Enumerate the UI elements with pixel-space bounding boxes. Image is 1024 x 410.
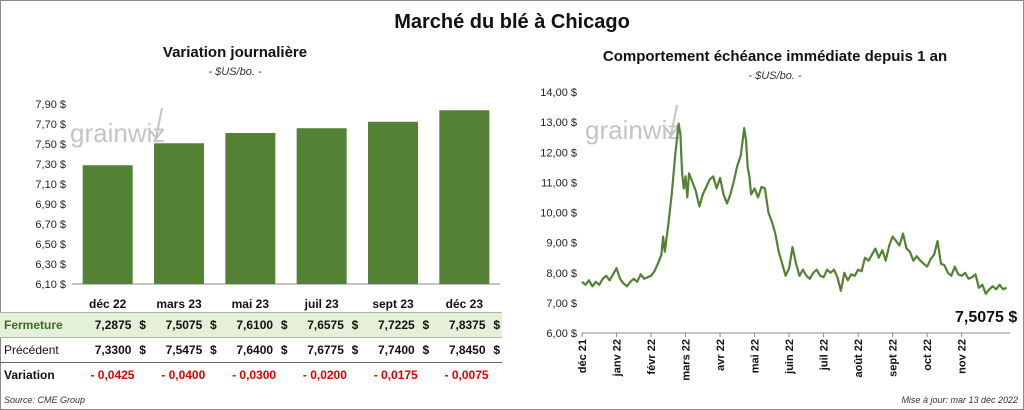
- x-tick-label: mai 22: [750, 339, 762, 373]
- table-cell: 7,5475: [147, 337, 203, 363]
- row-label: Fermeture: [0, 312, 78, 338]
- x-tick-label: févr 22: [646, 339, 658, 374]
- watermark-logo: grainwiz: [70, 118, 165, 148]
- x-tick-label: déc 23: [446, 297, 484, 311]
- x-tick-label: nov 22: [957, 339, 969, 374]
- y-tick-label: 7,30 $: [35, 159, 66, 171]
- y-tick-label: 8,00 $: [546, 268, 577, 280]
- y-tick-label: 6,00 $: [546, 328, 577, 340]
- left-chart-title: Variation journalière: [162, 44, 308, 61]
- table-cell: - 0,0200: [302, 368, 347, 382]
- bar: [82, 165, 133, 284]
- currency-sign: $: [273, 312, 290, 338]
- table-cell: 7,7225: [360, 312, 415, 338]
- y-tick-label: 7,70 $: [35, 119, 66, 131]
- currency-sign: $: [131, 337, 148, 363]
- table-cell: 7,6575: [289, 312, 344, 338]
- row-label: Précédent: [0, 337, 78, 363]
- watermark-check-icon: [662, 104, 678, 138]
- watermark-check-icon: [147, 107, 163, 141]
- bar: [439, 110, 490, 284]
- currency-sign: $: [485, 312, 502, 338]
- x-tick-label: mars 23: [156, 297, 202, 311]
- table-cell: - 0,0400: [161, 368, 206, 382]
- table-cell: 7,8375: [431, 312, 486, 338]
- currency-sign: $: [343, 312, 361, 338]
- y-tick-label: 14,00 $: [540, 87, 577, 99]
- x-tick-label: déc 21: [577, 339, 589, 373]
- x-tick-label: juil 23: [304, 297, 339, 311]
- last-price-label: 7,5075 $: [955, 309, 1018, 326]
- y-tick-label: 6,30 $: [35, 259, 66, 271]
- table-cell: - 0,0300: [232, 368, 277, 382]
- currency-sign: $: [414, 337, 432, 363]
- currency-sign: $: [202, 312, 219, 338]
- bar: [154, 143, 204, 284]
- main-title: Marché du blé à Chicago: [394, 11, 630, 33]
- table-cell: 7,2875: [77, 312, 132, 338]
- y-tick-label: 7,10 $: [35, 179, 66, 191]
- currency-sign: $: [343, 337, 361, 363]
- table-cell: - 0,0075: [444, 368, 489, 382]
- y-tick-label: 6,70 $: [35, 219, 66, 231]
- y-tick-label: 13,00 $: [540, 117, 577, 129]
- table-cell: 7,5075: [147, 312, 203, 338]
- table-cell: - 0,0425: [90, 368, 135, 382]
- currency-sign: $: [202, 337, 219, 363]
- table-cell: 7,6400: [218, 337, 274, 363]
- right-chart-unit: - $US/bo. -: [748, 70, 802, 82]
- x-tick-label: oct 22: [922, 339, 934, 371]
- currency-sign: $: [485, 337, 502, 363]
- table-row-variation: Variation - 0,0425 - 0,0400 - 0,0300 - 0…: [0, 363, 502, 388]
- row-label: Variation: [4, 368, 55, 382]
- right-chart-title: Comportement échéance immédiate depuis 1…: [602, 48, 948, 65]
- y-tick-label: 7,50 $: [35, 139, 66, 151]
- price-table: Fermeture 7,2875 $ 7,5075 $ 7,6100 $ 7,6575…: [0, 312, 502, 387]
- x-tick-label: sept 22: [888, 339, 900, 377]
- y-tick-label: 7,90 $: [35, 99, 66, 111]
- update-note: Mise à jour: mar 13 déc 2022: [901, 395, 1018, 405]
- bar: [296, 128, 347, 284]
- table-cell: 7,6100: [218, 312, 274, 338]
- x-tick-label: sept 23: [372, 297, 414, 311]
- table-cell: 7,3300: [77, 337, 132, 363]
- left-chart-unit: - $US/bo. -: [208, 66, 262, 78]
- y-tick-label: 6,90 $: [35, 199, 66, 211]
- table-row-fermeture: Fermeture 7,2875 $ 7,5075 $ 7,6100 $ 7,6575…: [0, 312, 502, 338]
- y-tick-label: 6,50 $: [35, 239, 66, 251]
- x-tick-label: juil 22: [819, 339, 831, 371]
- x-tick-label: août 22: [853, 339, 865, 378]
- table-cell: 7,7400: [360, 337, 415, 363]
- y-tick-label: 6,10 $: [35, 279, 66, 291]
- x-tick-label: janv 22: [612, 339, 624, 377]
- table-cell: 7,8450: [431, 337, 486, 363]
- x-tick-label: mars 22: [681, 339, 693, 381]
- x-tick-label: avr 22: [715, 339, 727, 371]
- y-tick-label: 12,00 $: [540, 147, 577, 159]
- x-tick-label: mai 23: [232, 297, 270, 311]
- table-row-precedent: Précédent 7,3300 $ 7,5475 $ 7,6400 $ 7,6775…: [0, 337, 502, 363]
- series-line: [581, 122, 1007, 295]
- currency-sign: $: [414, 312, 432, 338]
- bar: [368, 121, 418, 284]
- y-tick-label: 10,00 $: [540, 208, 577, 220]
- y-tick-label: 11,00 $: [541, 177, 577, 189]
- y-tick-label: 7,00 $: [546, 298, 577, 310]
- currency-sign: $: [273, 337, 290, 363]
- bar: [225, 133, 276, 284]
- x-tick-label: déc 22: [89, 297, 127, 311]
- table-cell: - 0,0175: [373, 368, 418, 382]
- watermark-logo: grainwiz: [585, 115, 680, 145]
- source-note: Source: CME Group: [4, 395, 86, 405]
- x-tick-label: juin 22: [784, 339, 796, 375]
- table-cell: 7,6775: [289, 337, 344, 363]
- currency-sign: $: [131, 312, 148, 338]
- y-tick-label: 9,00 $: [546, 238, 577, 250]
